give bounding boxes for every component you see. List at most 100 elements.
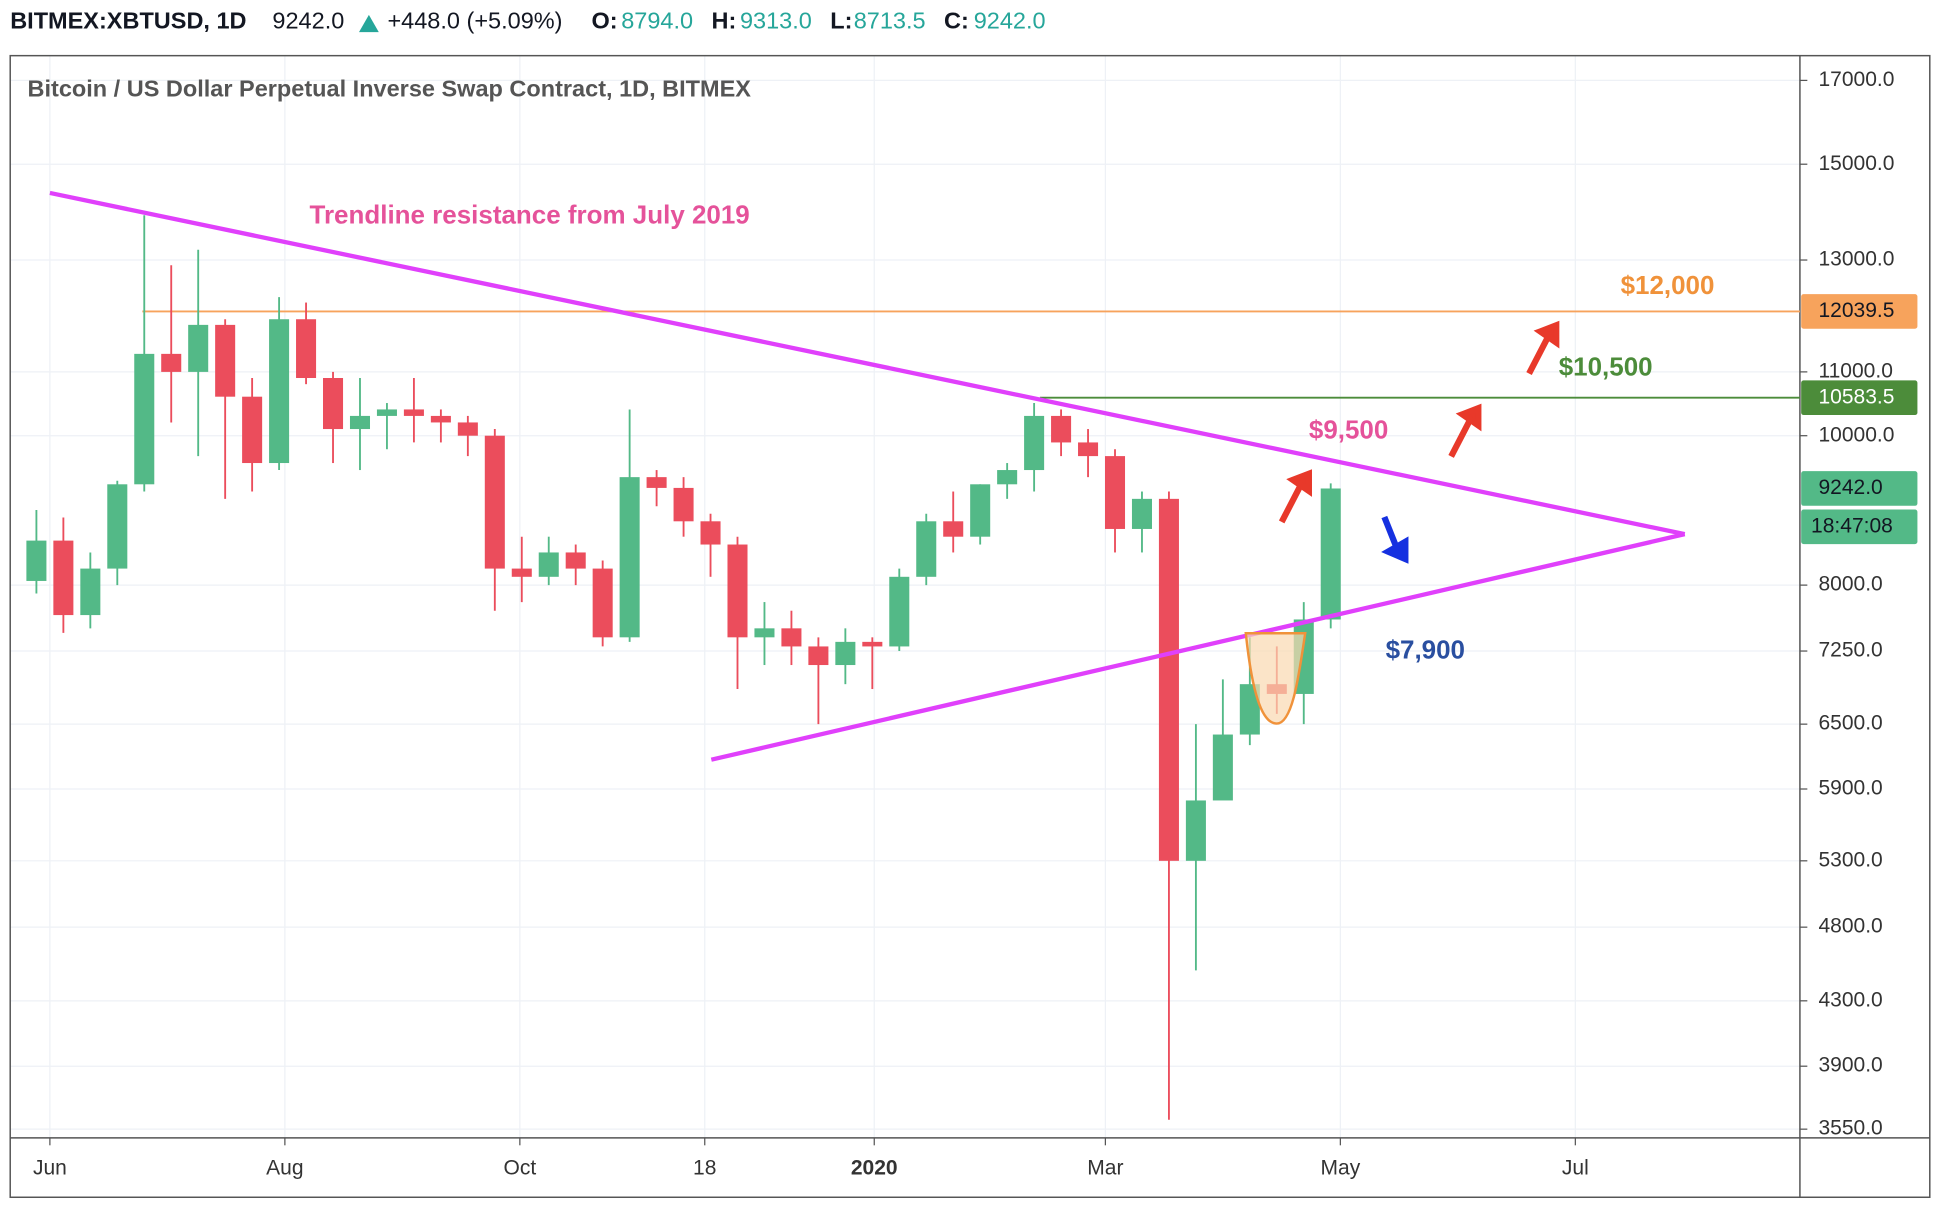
- candle-body: [430, 415, 451, 423]
- countdown-box: [1801, 509, 1918, 545]
- annotation: $9,500: [1309, 415, 1388, 445]
- candle-body: [727, 544, 748, 638]
- candle-body: [242, 396, 263, 464]
- candle-body: [808, 646, 829, 666]
- arrow: [1278, 484, 1303, 524]
- price-tag-label: 12039.5: [1818, 299, 1894, 322]
- candle-body: [700, 521, 721, 545]
- candle-body: [1104, 456, 1126, 529]
- candle-body: [565, 552, 586, 569]
- plot: [26, 190, 1800, 1120]
- y-tick-label: 6500.0: [1818, 712, 1882, 735]
- candle-body: [1158, 498, 1179, 861]
- x-tick-label: 2020: [851, 1156, 898, 1179]
- low-label: L:: [830, 7, 852, 33]
- x-tick-label: May: [1321, 1156, 1361, 1179]
- candle-body: [781, 628, 802, 647]
- price-tag: [1801, 380, 1918, 416]
- y-tick-label: 15000.0: [1818, 152, 1894, 175]
- candle-body: [1078, 442, 1099, 457]
- candle-body: [107, 484, 128, 569]
- last-price: 9242.0: [272, 7, 344, 33]
- y-tick-label: 17000.0: [1818, 68, 1894, 91]
- y-tick-label: 13000.0: [1818, 248, 1894, 271]
- x-tick-label: Jul: [1562, 1156, 1589, 1179]
- drawings: [1244, 320, 1560, 725]
- arrow-head: [1533, 320, 1560, 349]
- countdown: 18:47:08: [1811, 514, 1893, 537]
- chart-title: Bitcoin / US Dollar Perpetual Inverse Sw…: [28, 75, 752, 101]
- y-tick-label: 5300.0: [1818, 848, 1882, 871]
- candle-body: [862, 641, 883, 647]
- trendline: [49, 190, 1686, 537]
- blue-arrow: [1381, 515, 1409, 564]
- y-tick-label: 7250.0: [1818, 639, 1882, 662]
- y-tick-label: 3550.0: [1818, 1117, 1882, 1140]
- candle-body: [619, 477, 640, 638]
- annotation: $7,900: [1386, 635, 1465, 665]
- candle-body: [134, 353, 155, 485]
- x-tick-label: Mar: [1087, 1156, 1123, 1179]
- candle-body: [997, 470, 1018, 485]
- candle-body: [673, 487, 694, 522]
- candle-body: [1131, 498, 1152, 529]
- low-value: 8713.5: [854, 7, 926, 33]
- y-tick-label: 8000.0: [1818, 573, 1882, 596]
- annotation: Trendline resistance from July 2019: [310, 199, 750, 229]
- candle-body: [970, 484, 991, 537]
- candle-body: [1051, 415, 1072, 443]
- candle-body: [53, 540, 74, 616]
- symbol: BITMEX:XBTUSD, 1D: [10, 7, 246, 33]
- candle-body: [80, 568, 101, 616]
- candle-body: [376, 409, 397, 416]
- x-tick-label: Aug: [266, 1156, 303, 1179]
- candle-body: [403, 409, 424, 416]
- candle-body: [754, 628, 775, 638]
- candle-body: [1212, 734, 1233, 801]
- y-tick-label: 5900.0: [1818, 777, 1882, 800]
- candle-body: [161, 353, 182, 372]
- red-arrows: [1278, 320, 1560, 524]
- candle-body: [1024, 415, 1045, 471]
- arrow-head: [1286, 469, 1312, 497]
- annotation: $10,500: [1559, 351, 1653, 381]
- y-tick-label: 4300.0: [1818, 988, 1882, 1011]
- open-value: 8794.0: [621, 7, 693, 33]
- header: BITMEX:XBTUSD, 1D 9242.0 +448.0 (+5.09%)…: [10, 7, 1045, 33]
- candle-body: [538, 552, 559, 577]
- trendline: [710, 532, 1686, 762]
- y-tick-label: 4800.0: [1818, 915, 1882, 938]
- arrow-head: [1455, 403, 1482, 432]
- arrow: [1448, 419, 1473, 458]
- candle-body: [916, 521, 937, 577]
- candle-body: [215, 324, 236, 397]
- candle-body: [296, 319, 317, 379]
- open-label: O:: [592, 7, 618, 33]
- candle-body: [188, 324, 209, 372]
- annotation: $12,000: [1621, 270, 1715, 300]
- candle-body: [26, 540, 47, 581]
- x-tick-label: Oct: [503, 1156, 536, 1179]
- high-value: 9313.0: [740, 7, 812, 33]
- candle-body: [1239, 684, 1260, 735]
- arrow-head: [1381, 536, 1409, 564]
- candle-body: [484, 435, 505, 569]
- candle-body: [1185, 800, 1206, 861]
- cup-pattern: [1244, 632, 1307, 725]
- x-tick-label: Jun: [33, 1156, 67, 1179]
- change: +448.0 (+5.09%): [387, 7, 562, 33]
- candle-body: [349, 415, 371, 430]
- candle-body: [889, 576, 910, 647]
- frame: [9, 54, 1931, 1199]
- candle-body: [323, 378, 344, 430]
- arrow: [1381, 515, 1400, 550]
- candle-body: [457, 422, 478, 436]
- candle-body: [835, 641, 856, 666]
- price-tag-label: 10583.5: [1818, 385, 1894, 408]
- x-tick-label: 18: [693, 1156, 716, 1179]
- price-tag: [1801, 294, 1918, 329]
- candle-body: [269, 319, 290, 464]
- high-label: H:: [712, 7, 737, 33]
